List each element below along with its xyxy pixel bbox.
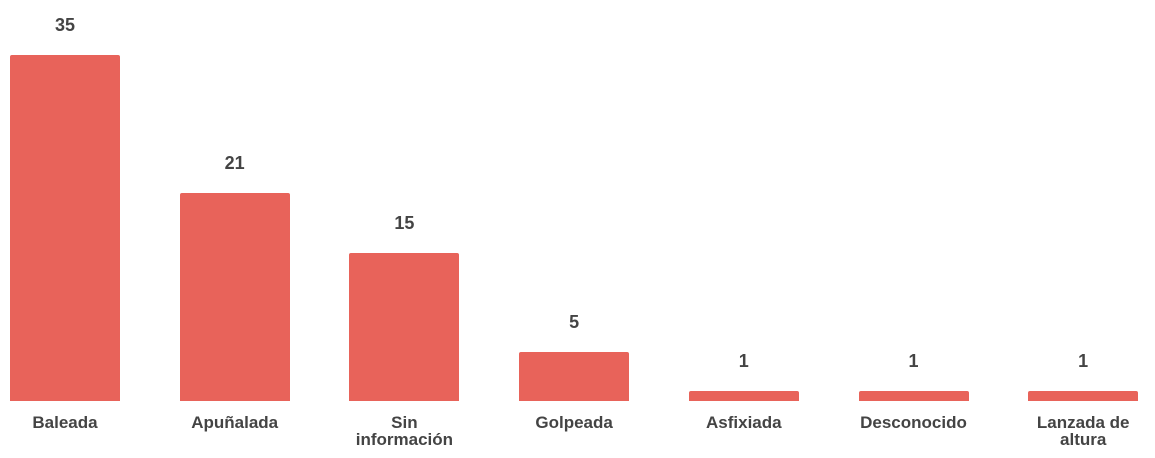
value-label: 1 [908, 351, 919, 372]
x-tick-label: Sin información [355, 413, 454, 449]
value-label: 1 [1078, 351, 1089, 372]
bar [519, 351, 630, 401]
x-tick-label: Golpeada [535, 413, 613, 432]
bar [179, 193, 290, 401]
value-label: 15 [394, 212, 415, 233]
bar [858, 391, 969, 401]
x-tick-label: Baleada [32, 413, 98, 432]
value-label: 1 [738, 351, 749, 372]
bar [10, 55, 120, 401]
value-label: 21 [224, 153, 245, 174]
value-label: 35 [54, 15, 76, 35]
value-label: 5 [569, 311, 580, 332]
bar [349, 252, 460, 401]
x-tick-label: Asfixiada [706, 413, 782, 432]
x-tick-label: Desconocido [860, 413, 967, 432]
x-tick-label: Lanzada de altura [1036, 413, 1130, 449]
bar [1028, 391, 1139, 401]
bar [688, 391, 799, 401]
x-tick-label: Apuñalada [191, 413, 279, 432]
